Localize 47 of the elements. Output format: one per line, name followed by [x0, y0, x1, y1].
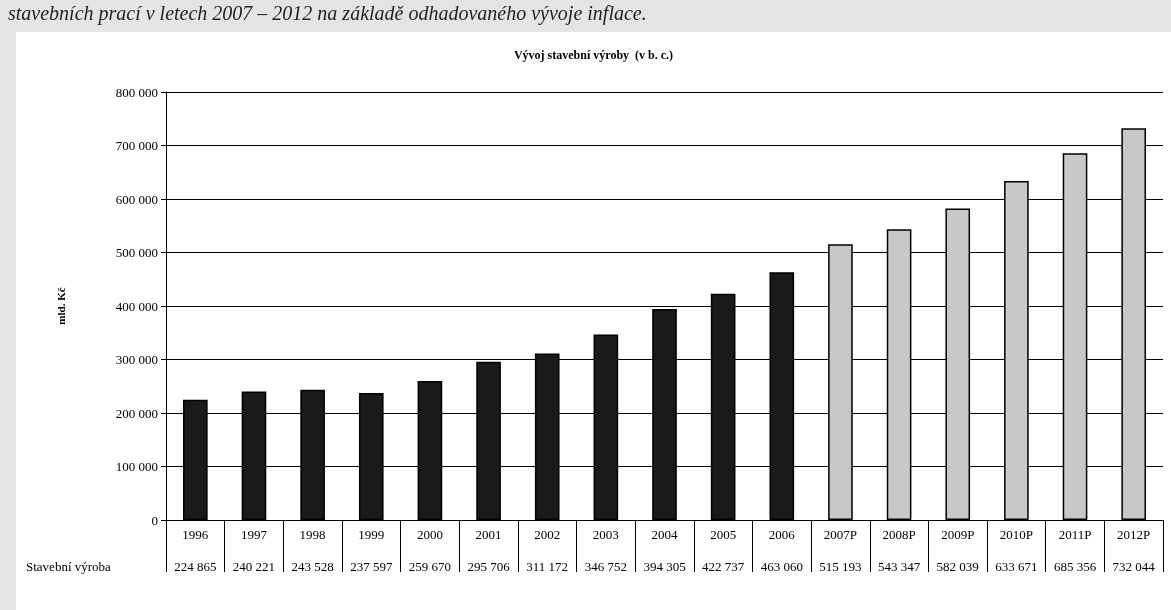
x-tick-label: 1998	[299, 527, 326, 542]
x-tick-label: 2012P	[1117, 527, 1151, 542]
x-tick-label: 2002	[534, 527, 561, 542]
x-tick-label: 2011P	[1058, 527, 1092, 542]
y-tick-label: 500 000	[115, 245, 158, 260]
data-label: 732 044	[1112, 559, 1156, 574]
x-tick-label: 2009P	[941, 527, 975, 542]
data-label: 311 172	[526, 559, 569, 574]
data-label: 422 737	[702, 559, 745, 574]
x-tick-label: 2008P	[882, 527, 916, 542]
x-tick-label: 2005	[710, 527, 737, 542]
y-tick-label: 400 000	[115, 298, 158, 314]
text: Stavební výroba	[26, 559, 112, 574]
y-tick-label: 100 000	[115, 459, 158, 474]
y-tick-label: 300 000	[115, 352, 158, 367]
data-label: 463 060	[760, 559, 803, 574]
x-tick-label: 1996	[182, 527, 209, 542]
y-tick-label: 700 000	[115, 138, 158, 153]
x-tick-label: 2003	[592, 527, 619, 542]
text: stavebních prací v letech 2007 – 2012 na základě odhadovaného vývoje inflace.	[8, 2, 647, 25]
y-tick-label: 0	[151, 512, 158, 528]
data-label: 243 528	[291, 559, 334, 574]
x-tick-label: 2001	[475, 527, 502, 542]
data-label: 224 865	[174, 559, 217, 574]
chart-title: Vývoj stavební výroby (v b. c.)	[513, 48, 674, 62]
y-tick-label: 200 000	[115, 405, 158, 421]
x-tick-label: 1997	[240, 527, 268, 542]
x-tick-label: 2007P	[823, 527, 858, 542]
data-label: 295 706	[467, 559, 511, 574]
x-tick-label: 2010P	[999, 527, 1033, 542]
x-tick-label: 2000	[416, 527, 443, 542]
x-tick-label: 1999	[358, 527, 385, 542]
data-label: 346 752	[584, 559, 627, 574]
data-label: 237 597	[350, 559, 393, 574]
data-label: 394 305	[643, 559, 686, 574]
y-axis-title: mld. Kč	[54, 287, 67, 325]
data-label: 240 221	[232, 559, 276, 574]
data-label: 685 356	[1053, 559, 1097, 574]
data-label: 582 039	[936, 559, 979, 574]
y-tick-label: 600 000	[115, 191, 158, 207]
data-label: 543 347	[877, 559, 921, 574]
x-tick-label: 2004	[651, 527, 678, 542]
data-label: 633 671	[995, 559, 1038, 574]
x-tick-label: 2006	[768, 527, 796, 542]
y-tick-label: 800 000	[115, 84, 158, 100]
data-label: 515 193	[819, 559, 862, 574]
data-label: 259 670	[408, 559, 452, 574]
